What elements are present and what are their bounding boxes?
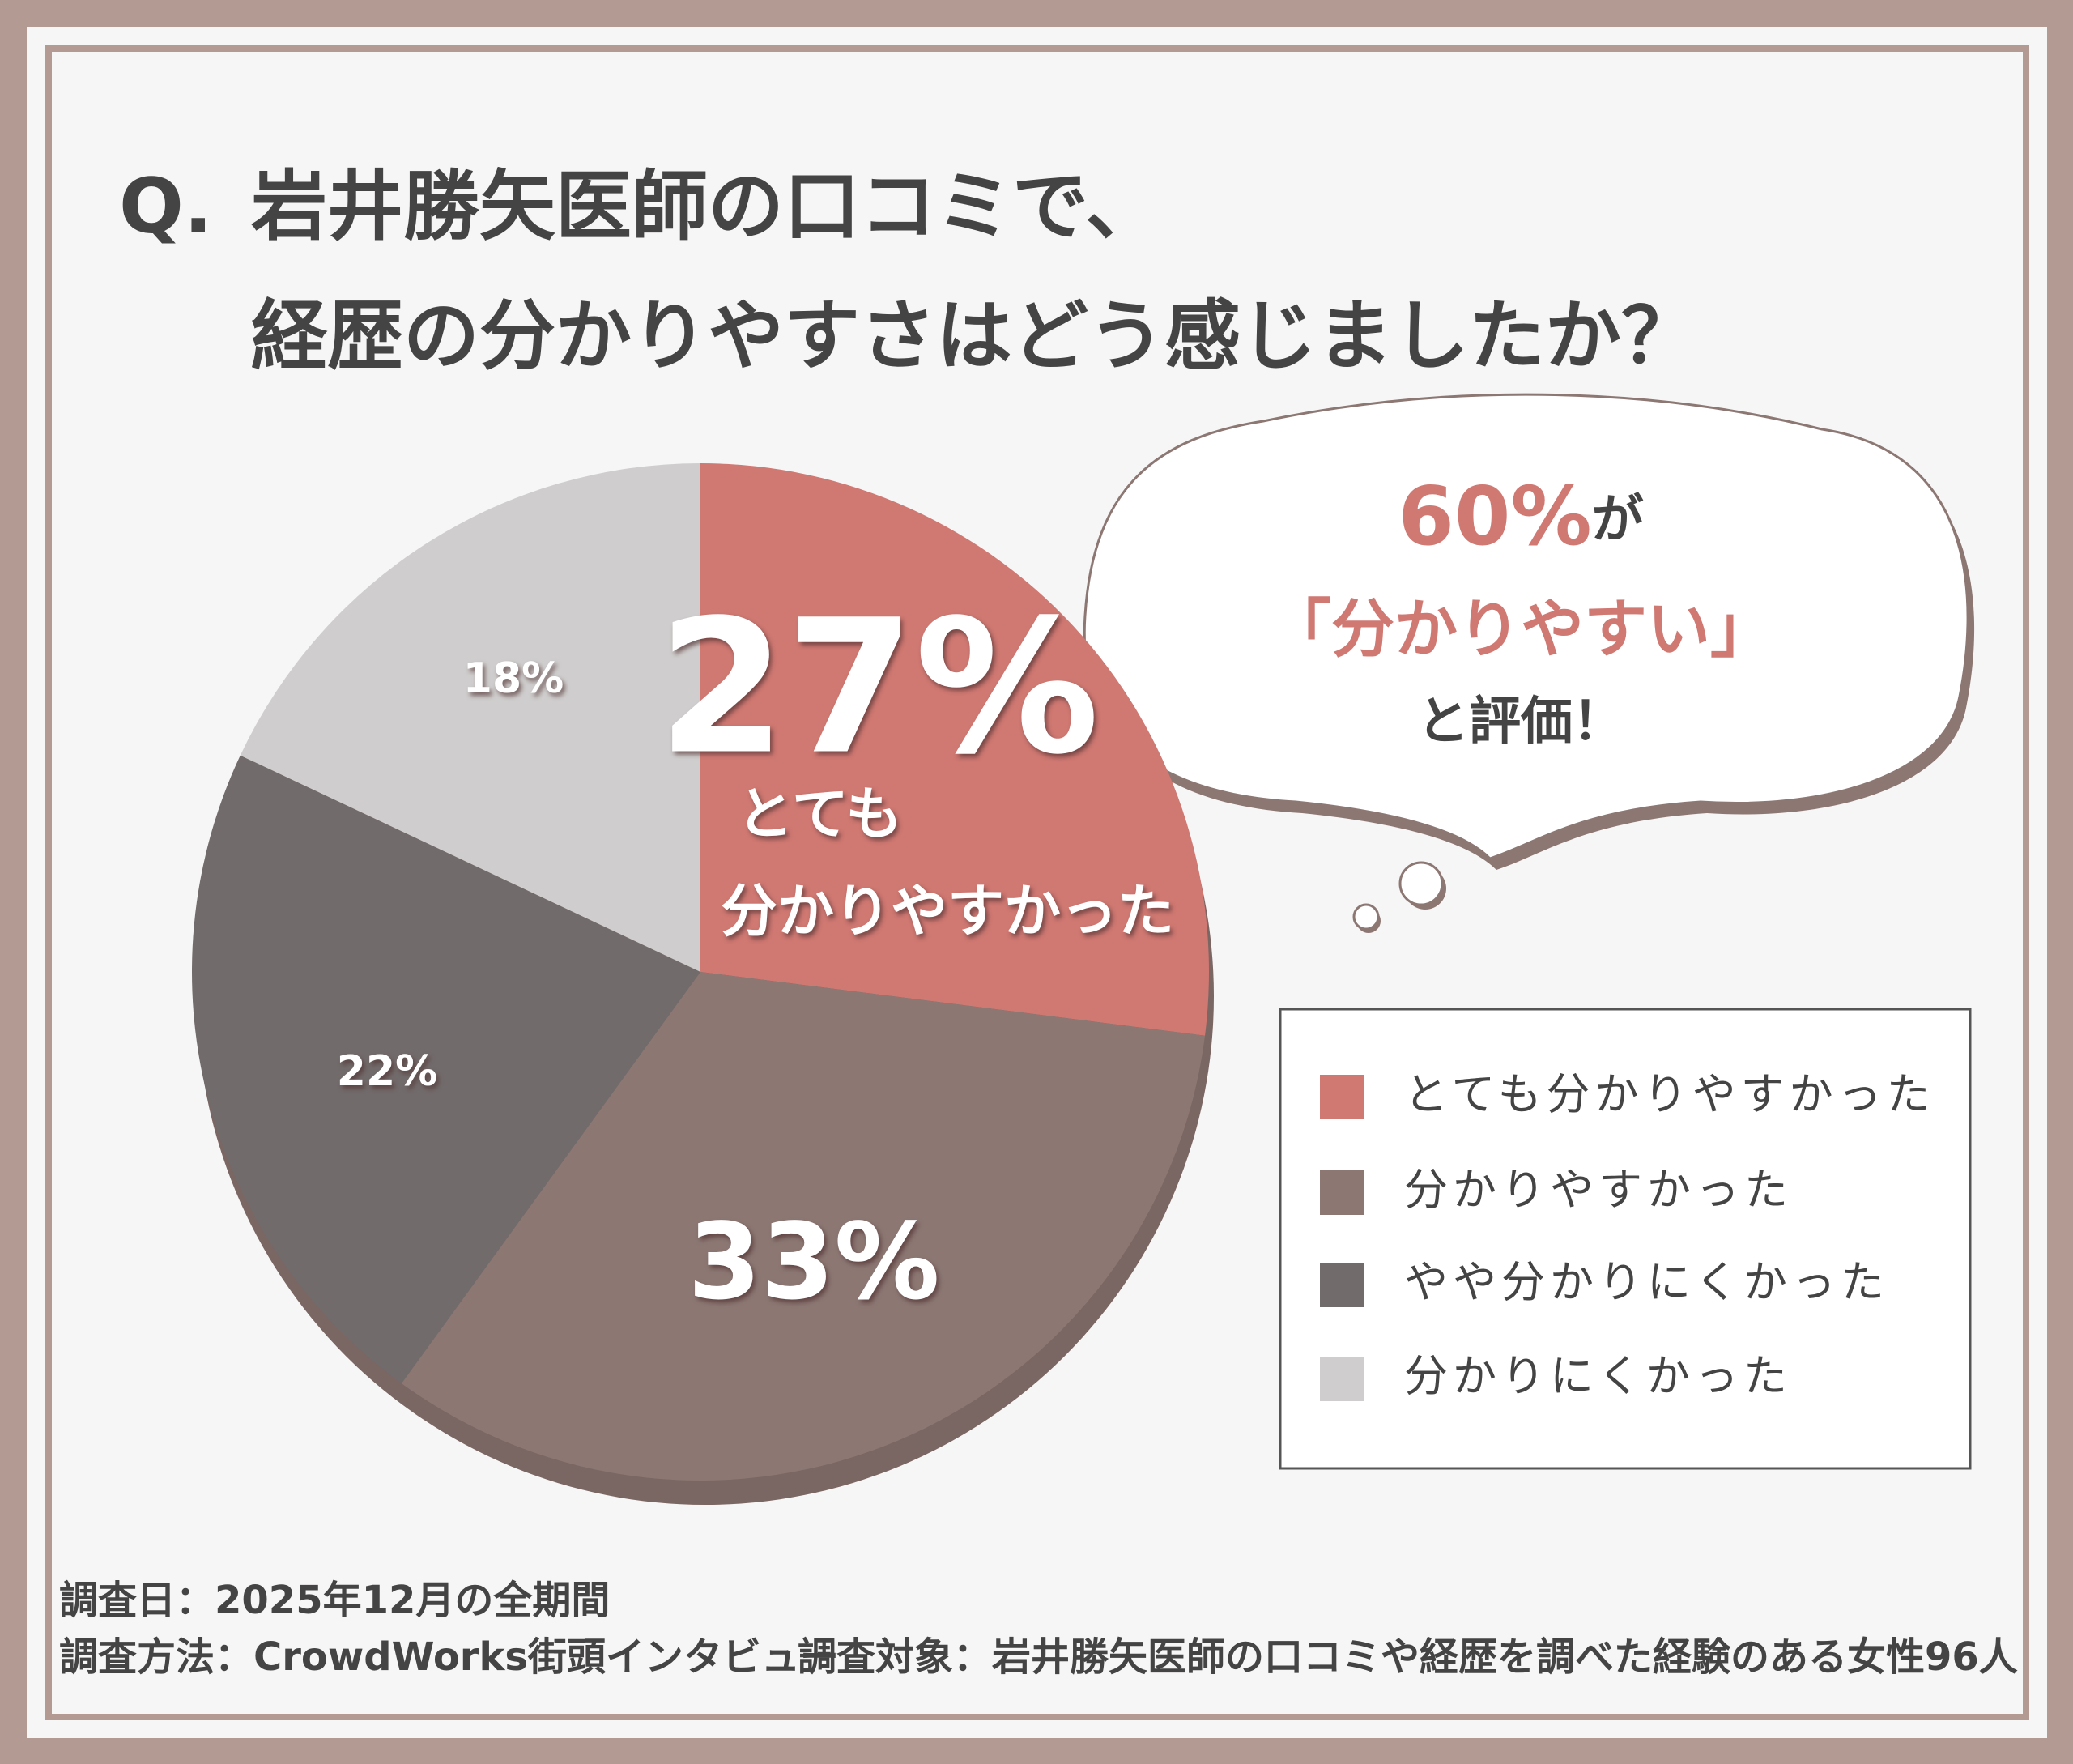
legend	[1279, 1008, 1972, 1470]
legend-label: とても分かりやすかった	[1404, 1069, 1935, 1120]
legend-swatch	[1320, 1357, 1364, 1401]
chart-title: 岩井勝矢医師の口コミで、	[251, 163, 1161, 251]
pie: 27% 33% 22% 18% とても分かりやすかった	[191, 463, 1214, 1505]
legend-swatch	[1320, 1263, 1364, 1307]
slice-label: 27%	[658, 580, 1100, 795]
legend-swatch	[1320, 1075, 1364, 1119]
legend-label: 分かりにくかった	[1404, 1351, 1792, 1402]
title-prefix: Q.	[119, 163, 213, 251]
chart-title: 経歴の分かりやすさはどう感じましたか？	[251, 292, 1697, 381]
footer-method: 調査方法：CrowdWorks街頭インタビュー	[59, 1634, 839, 1680]
slice-note: とても	[737, 781, 902, 847]
bubble-highlight: 60%	[1398, 469, 1591, 564]
footer-date: 調査日：2025年12月の全期間	[59, 1578, 610, 1623]
legend-label: 分かりやすかった	[1404, 1165, 1793, 1216]
pie-slice	[401, 972, 1206, 1481]
pie-slice	[191, 755, 701, 1384]
slice-label: 18%	[463, 654, 564, 703]
bubble-headline: 60%が	[1398, 469, 1643, 564]
legend-swatch	[1320, 1170, 1364, 1215]
frame	[45, 45, 2029, 1720]
bubble-text: と評価！	[1417, 692, 1624, 752]
slice-label: 22%	[337, 1047, 437, 1096]
bubble-text: が	[1592, 490, 1644, 550]
footer-target: 調査対象：岩井勝矢医師の口コミや経歴を調べた経験のある女性96人	[798, 1634, 2018, 1680]
pie-slice	[700, 463, 1209, 1036]
pie-slice	[240, 463, 700, 972]
legend-label: やや分かりにくかった	[1404, 1257, 1889, 1308]
slice-label: 33%	[687, 1200, 939, 1323]
bubble-text: 「分かりやすい」	[1268, 593, 1773, 666]
slice-note: 分かりやすかった	[721, 878, 1174, 944]
speech-bubble	[1083, 393, 1975, 933]
